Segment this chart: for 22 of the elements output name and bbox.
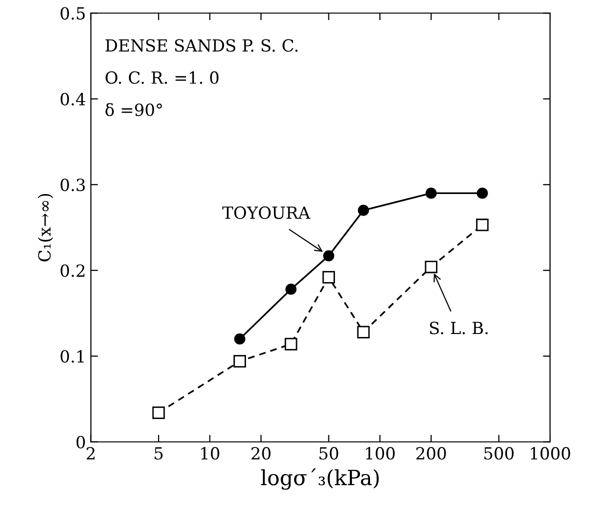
y-tick-label: 0 (76, 436, 85, 448)
x-axis-title: logσ´₃(kPa) (261, 468, 379, 490)
x-tick-label: 5 (154, 447, 163, 460)
x-tick-label: 500 (484, 447, 514, 460)
y-tick-label: 0.4 (60, 92, 86, 106)
y-tick-label: 0.3 (60, 178, 85, 192)
annotation: TOYOURA (222, 206, 310, 219)
x-tick-label: 200 (416, 447, 446, 460)
annotation: DENSE SANDS P. S. C. (106, 39, 298, 52)
x-tick-label: 100 (366, 447, 395, 460)
x-tick-label: 2 (86, 447, 95, 460)
y-axis-title: C₁(x→∞) (38, 194, 54, 262)
y-tick-label: 0.1 (60, 350, 84, 363)
x-tick-label: 50 (320, 447, 338, 460)
x-tick-label: 1000 (530, 447, 570, 460)
x-tick-label: 20 (252, 447, 271, 460)
annotation: δ =90° (105, 103, 162, 116)
y-tick-label: 0.2 (60, 264, 84, 277)
annotation: O. C. R. =1. 0 (106, 71, 218, 84)
x-tick-label: 10 (201, 447, 220, 460)
y-tick-label: 0.5 (60, 7, 85, 20)
annotation: S. L. B. (430, 322, 488, 334)
